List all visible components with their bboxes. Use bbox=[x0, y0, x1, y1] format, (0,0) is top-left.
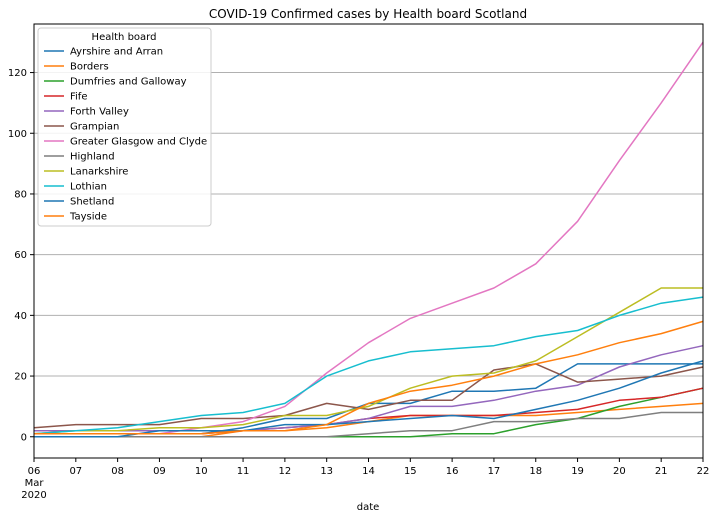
x-tick-label: 06 bbox=[28, 466, 41, 477]
x-tick-label: 12 bbox=[279, 466, 292, 477]
legend-item-label: Forth Valley bbox=[70, 107, 129, 118]
series-line bbox=[34, 402, 704, 438]
x-tick-label: 08 bbox=[111, 466, 124, 477]
legend: Health board Ayrshire and Arran Borders Du… bbox=[37, 27, 212, 227]
x-tick-sublabel: 2020 bbox=[21, 490, 46, 501]
chart-title: COVID-19 Confirmed cases by Health board… bbox=[209, 7, 527, 21]
legend-item-label: Greater Glasgow and Clyde bbox=[70, 137, 207, 148]
series-line bbox=[34, 344, 704, 432]
series-line bbox=[33, 287, 703, 435]
x-tick-label: 07 bbox=[69, 466, 82, 477]
legend-title: Health board bbox=[92, 32, 157, 43]
x-tick-label: 14 bbox=[362, 466, 375, 477]
y-tick-label: 100 bbox=[8, 129, 27, 140]
series-line bbox=[33, 296, 704, 435]
x-tick-label: 11 bbox=[237, 466, 250, 477]
legend-item-label: Ayrshire and Arran bbox=[70, 47, 163, 58]
y-tick-label: 120 bbox=[8, 68, 27, 79]
legend-item-label: Grampian bbox=[70, 122, 119, 133]
legend-item-label: Lothian bbox=[70, 182, 107, 193]
legend-item-label: Highland bbox=[70, 152, 115, 163]
x-axis: 06 07 08 09 10 11 12 13 14 15 16 17 18 19 20 21 22 Mar202… bbox=[21, 458, 709, 501]
series-layer bbox=[33, 41, 704, 438]
legend-item-label: Fife bbox=[70, 92, 87, 103]
series-line bbox=[34, 411, 703, 438]
x-tick-label: 19 bbox=[571, 466, 584, 477]
legend-item-label: Dumfries and Galloway bbox=[70, 77, 187, 88]
x-tick-label: 15 bbox=[404, 466, 417, 477]
x-tick-label: 10 bbox=[195, 466, 208, 477]
legend-item-label: Shetland bbox=[70, 197, 114, 208]
y-tick-label: 60 bbox=[14, 250, 27, 261]
series-line bbox=[34, 320, 704, 435]
legend-box bbox=[37, 27, 212, 227]
series-line bbox=[34, 360, 704, 438]
legend-items: Ayrshire and Arran Borders Dumfries and Ga… bbox=[44, 47, 207, 223]
y-tick-label: 80 bbox=[14, 189, 27, 200]
y-tick-label: 20 bbox=[14, 372, 27, 383]
x-tick-label: 21 bbox=[655, 466, 668, 477]
x-tick-label: 22 bbox=[697, 466, 710, 477]
x-axis-label: date bbox=[357, 502, 380, 513]
legend-item-label: Lanarkshire bbox=[70, 167, 128, 178]
x-tick-label: 16 bbox=[446, 466, 459, 477]
x-tick-label: 18 bbox=[529, 466, 542, 477]
y-tick-label: 40 bbox=[14, 311, 27, 322]
x-tick-label: 17 bbox=[488, 466, 501, 477]
y-tick-label: 0 bbox=[21, 432, 27, 443]
x-tick-label: 13 bbox=[320, 466, 333, 477]
x-tick-sublabel: Mar bbox=[25, 478, 45, 489]
legend-item-label: Tayside bbox=[69, 212, 107, 223]
legend-item-label: Borders bbox=[70, 62, 109, 73]
y-axis: 0 20 40 60 80 100 120 bbox=[8, 68, 34, 443]
x-tick-label: 20 bbox=[613, 466, 626, 477]
series-line bbox=[33, 363, 704, 429]
x-tick-label: 09 bbox=[153, 466, 166, 477]
